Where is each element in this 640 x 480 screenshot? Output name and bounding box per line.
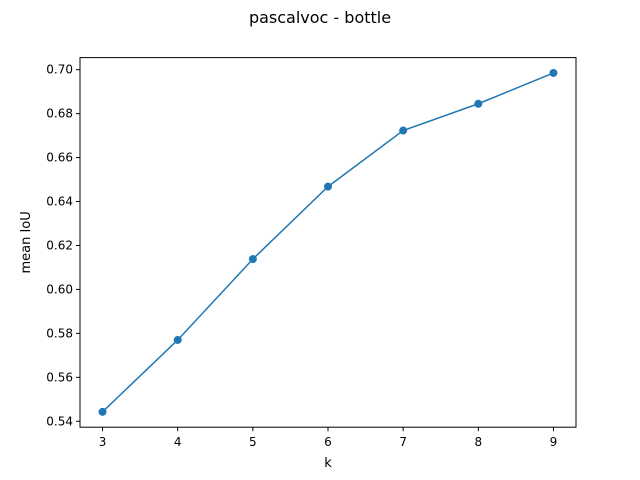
x-axis: 3 4 5 6 7 8 9 xyxy=(99,427,558,449)
data-point xyxy=(399,126,408,135)
data-point xyxy=(549,68,558,77)
data-point xyxy=(248,255,257,264)
data-point xyxy=(173,335,182,344)
series-line xyxy=(102,72,554,413)
x-axis-label: k xyxy=(324,456,332,471)
x-tick-label: 6 xyxy=(324,435,332,449)
x-tick-label: 4 xyxy=(174,435,182,449)
x-tick-label: 7 xyxy=(399,435,407,449)
y-tick-label: 0.70 xyxy=(46,63,73,77)
y-tick-label: 0.62 xyxy=(46,238,73,252)
series-points xyxy=(98,68,558,416)
y-tick-label: 0.60 xyxy=(46,282,73,296)
chart-title: pascalvoc - bottle xyxy=(249,8,391,27)
x-tick-label: 9 xyxy=(550,435,558,449)
plot-frame xyxy=(79,57,577,428)
y-tick-label: 0.66 xyxy=(46,151,73,165)
data-point xyxy=(474,99,483,108)
x-tick-label: 8 xyxy=(474,435,482,449)
y-axis-label: mean IoU xyxy=(19,211,34,273)
y-tick-label: 0.56 xyxy=(46,370,73,384)
x-tick-label: 5 xyxy=(249,435,257,449)
y-tick-label: 0.58 xyxy=(46,326,73,340)
y-tick-label: 0.64 xyxy=(46,195,73,209)
data-point xyxy=(324,182,332,191)
x-tick-label: 3 xyxy=(99,435,107,449)
data-point xyxy=(98,407,107,416)
y-axis: 0.54 0.56 0.58 0.60 0.62 0.64 0.66 0.68 0.70 xyxy=(46,63,80,428)
y-tick-label: 0.54 xyxy=(46,414,73,428)
y-tick-label: 0.68 xyxy=(46,107,73,121)
